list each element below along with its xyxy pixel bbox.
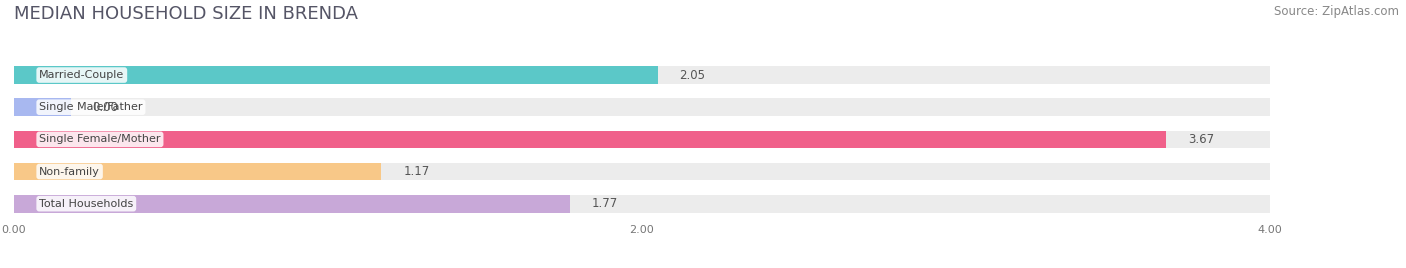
Bar [14, 131, 1166, 148]
Bar [14, 98, 70, 116]
Text: Non-family: Non-family [39, 166, 100, 177]
Text: Total Households: Total Households [39, 199, 134, 209]
Bar [14, 195, 1270, 213]
Bar [14, 163, 381, 180]
Text: 3.67: 3.67 [1188, 133, 1215, 146]
Text: 0.00: 0.00 [93, 101, 118, 114]
Bar [14, 66, 658, 84]
Text: Married-Couple: Married-Couple [39, 70, 124, 80]
Text: Source: ZipAtlas.com: Source: ZipAtlas.com [1274, 5, 1399, 18]
Text: 2.05: 2.05 [679, 69, 706, 81]
Bar [14, 195, 569, 213]
Text: 1.77: 1.77 [592, 197, 617, 210]
Bar [14, 131, 1270, 148]
Bar [14, 66, 1270, 84]
Bar [14, 163, 1270, 180]
Text: MEDIAN HOUSEHOLD SIZE IN BRENDA: MEDIAN HOUSEHOLD SIZE IN BRENDA [14, 5, 359, 23]
Text: Single Female/Mother: Single Female/Mother [39, 134, 160, 144]
Bar [14, 98, 1270, 116]
Text: 1.17: 1.17 [404, 165, 430, 178]
Text: Single Male/Father: Single Male/Father [39, 102, 142, 112]
